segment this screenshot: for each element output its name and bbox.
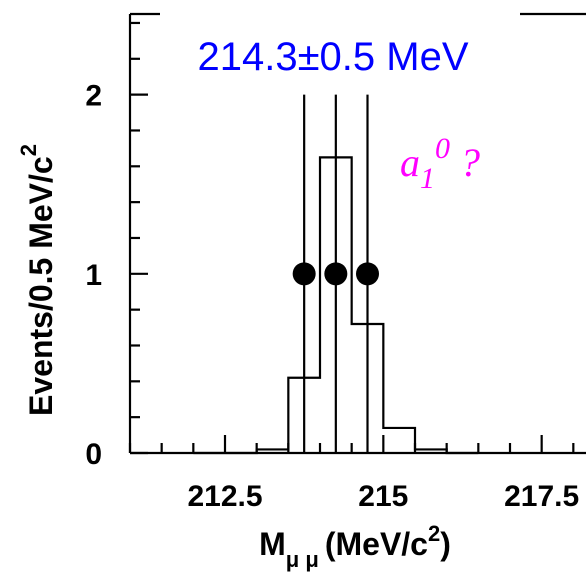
y-axis-title-sup: 2 xyxy=(16,144,41,156)
x-axis-title-main: M xyxy=(259,526,286,562)
y-tick-label: 0 xyxy=(85,438,102,471)
annotation-particle: a10 ? xyxy=(400,132,480,195)
y-tick-label: 2 xyxy=(85,80,102,113)
annotation-particle-suffix: ? xyxy=(450,140,480,185)
annotation-mass: 214.3±0.5 MeV xyxy=(197,35,468,79)
annotation-particle-sup: 0 xyxy=(435,132,450,165)
x-tick-label: 212.5 xyxy=(187,480,262,513)
y-tick-label: 1 xyxy=(85,259,102,292)
annotation-particle-base: a xyxy=(400,140,420,185)
x-axis-title-units-sup: 2 xyxy=(428,521,440,546)
event-point xyxy=(324,262,348,286)
x-axis-title-units-close: ) xyxy=(440,526,451,562)
y-axis-title: Events/0.5 MeV/c2 xyxy=(16,144,59,416)
x-axis-title-units: (MeV/c xyxy=(325,526,428,562)
annotation-particle-sub: 1 xyxy=(420,162,435,195)
event-point xyxy=(356,262,379,286)
histogram-bin xyxy=(383,428,415,453)
x-tick-label: 217.5 xyxy=(504,480,579,513)
x-axis-title: Mμ μ (MeV/c2) xyxy=(259,521,451,572)
y-axis-title-main: Events/0.5 MeV/c xyxy=(23,156,59,416)
x-axis-title-sub: μ μ xyxy=(286,547,319,572)
event-point xyxy=(292,262,316,286)
x-tick-label: 215 xyxy=(358,480,408,513)
